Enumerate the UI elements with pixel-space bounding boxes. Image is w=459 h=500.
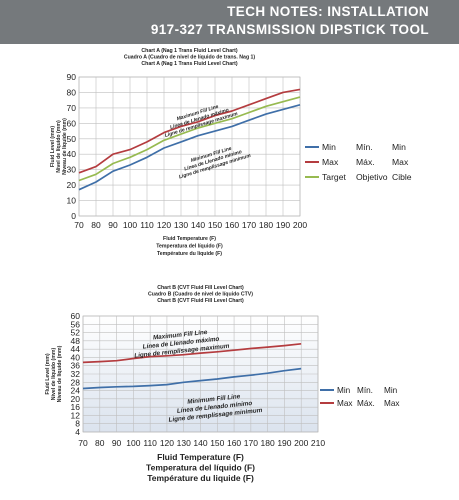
chart-a-x-tick-label: 120 bbox=[157, 220, 171, 230]
chart-b-x-tick-label: 80 bbox=[95, 438, 105, 448]
chart-b-y-tick-label: 20 bbox=[71, 394, 81, 404]
chart-a-x-axis-label: Fluid Temperature (F) bbox=[163, 236, 216, 242]
chart-b-x-tick-label: 140 bbox=[193, 438, 207, 448]
chart-a-y-tick-label: 20 bbox=[67, 180, 77, 190]
chart-b-legend-translation: Mín. bbox=[357, 386, 373, 395]
chart-b-y-tick-label: 60 bbox=[71, 311, 81, 321]
chart-a-legend-label-target: Target bbox=[322, 172, 346, 182]
chart-b-y-tick-label: 24 bbox=[71, 386, 81, 396]
chart-b-y-tick-label: 48 bbox=[71, 336, 81, 346]
chart-a-y-tick-label: 80 bbox=[67, 87, 77, 97]
chart-b-y-axis-label: Nivel de líquido (mm) bbox=[51, 348, 57, 401]
chart-a-x-tick-label: 150 bbox=[208, 220, 222, 230]
chart-a-x-tick-label: 160 bbox=[225, 220, 239, 230]
chart-a-x-axis-label: Temperatura del líquido (F) bbox=[156, 244, 223, 250]
chart-b-x-tick-label: 210 bbox=[311, 438, 325, 448]
chart-a-x-tick-label: 200 bbox=[293, 220, 307, 230]
chart-a-series-line-target bbox=[78, 96, 301, 182]
chart-b-legend-translation: Min bbox=[384, 386, 398, 395]
chart-a-y-tick-label: 10 bbox=[67, 196, 77, 206]
chart-b-x-axis-label: Température du liquide (F) bbox=[147, 473, 254, 483]
chart-a-legend-translation: Objetivo bbox=[356, 172, 388, 182]
chart-b-x-axis-label: Fluid Temperature (F) bbox=[157, 452, 244, 462]
chart-b-y-tick-label: 56 bbox=[71, 319, 81, 329]
header-banner: TECH NOTES: INSTALLATION 917-327 TRANSMI… bbox=[0, 0, 459, 44]
chart-a-y-tick-label: 90 bbox=[67, 72, 77, 82]
chart-b-x-tick-label: 180 bbox=[261, 438, 275, 448]
chart-b-y-tick-label: 36 bbox=[71, 361, 81, 371]
chart-b-title-line: Cuadro B (Cuadro de nivel de líquido CTV… bbox=[148, 292, 253, 298]
chart-b-x-tick-label: 200 bbox=[294, 438, 308, 448]
chart-a-y-tick-label: 30 bbox=[67, 165, 77, 175]
chart-a-y-tick-label: 50 bbox=[67, 134, 77, 144]
chart-b-x-tick-label: 130 bbox=[177, 438, 191, 448]
chart-a-x-tick-label: 140 bbox=[191, 220, 205, 230]
chart-b-x-tick-label: 110 bbox=[143, 438, 157, 448]
chart-b-y-tick-label: 32 bbox=[71, 369, 81, 379]
chart-b-legend-label-min: Min bbox=[337, 386, 351, 395]
header-title-line1: TECH NOTES: INSTALLATION bbox=[227, 4, 429, 19]
chart-b-legend-translation: Máx. bbox=[357, 399, 375, 408]
chart-b-y-tick-label: 52 bbox=[71, 328, 81, 338]
chart-b-x-tick-label: 90 bbox=[112, 438, 122, 448]
chart-b-y-tick-label: 28 bbox=[71, 377, 81, 387]
chart-a-y-tick-label: 40 bbox=[67, 149, 77, 159]
chart-b-x-tick-label: 100 bbox=[126, 438, 140, 448]
chart-a-y-axis-label: Nivel de líquido (mm) bbox=[56, 120, 62, 173]
chart-b-x-tick-label: 190 bbox=[277, 438, 291, 448]
chart-a-x-tick-label: 100 bbox=[123, 220, 137, 230]
header-title-line2: 917-327 TRANSMISSION DIPSTICK TOOL bbox=[150, 22, 429, 37]
chart-a-x-tick-label: 130 bbox=[174, 220, 188, 230]
chart-b-y-tick-label: 12 bbox=[71, 410, 81, 420]
chart-b-legend-label-max: Max bbox=[337, 399, 352, 408]
chart-a-x-axis-label: Température du liquide (F) bbox=[157, 251, 222, 257]
chart-a-legend-translation: Max bbox=[392, 157, 409, 167]
chart-b-title-line: Chart B (CVT Fluid Fill Level Chart) bbox=[157, 298, 244, 304]
chart-a-x-tick-label: 80 bbox=[91, 220, 101, 230]
chart-a-series-line-max bbox=[78, 88, 301, 174]
chart-a-title-line: Chart A (Nag 1 Trans Fluid Level Chart) bbox=[141, 48, 237, 54]
chart-a-x-tick-label: 70 bbox=[74, 220, 84, 230]
chart-a-legend-translation: Cible bbox=[392, 172, 412, 182]
chart-a-x-tick-label: 90 bbox=[108, 220, 118, 230]
chart-b-y-axis-label: Fluid Level (mm) bbox=[45, 353, 51, 394]
chart-b-x-tick-label: 70 bbox=[78, 438, 88, 448]
chart-b-y-tick-label: 8 bbox=[75, 419, 80, 429]
chart-b-y-tick-label: 4 bbox=[75, 427, 80, 437]
chart-a-y-axis-label: Niveau de liquide (mm) bbox=[62, 118, 68, 175]
chart-b-series-line-max bbox=[82, 342, 302, 364]
chart-a-x-tick-label: 170 bbox=[242, 220, 256, 230]
chart-b-y-tick-label: 44 bbox=[71, 344, 81, 354]
chart-b-series-line-min bbox=[82, 367, 302, 390]
chart-b-x-tick-label: 120 bbox=[160, 438, 174, 448]
chart-b-x-axis-label: Temperatura del líquido (F) bbox=[146, 463, 255, 473]
chart-a-y-tick-label: 70 bbox=[67, 103, 77, 113]
chart-a-legend-label-max: Max bbox=[322, 157, 339, 167]
chart-a-y-axis-label: Fluid Level (mm) bbox=[50, 126, 56, 167]
chart-a-y-tick-label: 60 bbox=[67, 118, 77, 128]
chart-a-legend-translation: Máx. bbox=[356, 157, 375, 167]
chart-a-legend-translation: Mín. bbox=[356, 142, 373, 152]
chart-b-x-tick-label: 170 bbox=[244, 438, 258, 448]
chart-a-title-line: Cuadro A (Cuadro de nivel de líquido de … bbox=[124, 55, 256, 61]
chart-b-legend-translation: Max bbox=[384, 399, 399, 408]
chart-a-legend-label-min: Min bbox=[322, 142, 336, 152]
chart-a-y-tick-label: 0 bbox=[71, 211, 76, 221]
chart-b-title-line: Chart B (CVT Fluid Fill Level Chart) bbox=[157, 285, 244, 291]
chart-a-x-tick-label: 110 bbox=[140, 220, 154, 230]
chart-b-x-tick-label: 150 bbox=[210, 438, 224, 448]
chart-a-x-tick-label: 190 bbox=[276, 220, 290, 230]
chart-a-series-line-min bbox=[78, 103, 301, 191]
chart-b: Chart B (CVT Fluid Fill Level Chart)Cuad… bbox=[45, 285, 399, 483]
chart-b-y-tick-label: 40 bbox=[71, 352, 81, 362]
chart-b-y-axis-label: Niveau de liquide (mm) bbox=[57, 345, 63, 402]
chart-a: Chart A (Nag 1 Trans Fluid Level Chart)C… bbox=[50, 48, 412, 257]
chart-a-x-tick-label: 180 bbox=[259, 220, 273, 230]
chart-b-y-tick-label: 16 bbox=[71, 402, 81, 412]
chart-b-x-tick-label: 160 bbox=[227, 438, 241, 448]
chart-a-title-line: Chart A (Nag 1 Trans Fluid Level Chart) bbox=[141, 61, 237, 67]
chart-a-legend-translation: Min bbox=[392, 142, 406, 152]
